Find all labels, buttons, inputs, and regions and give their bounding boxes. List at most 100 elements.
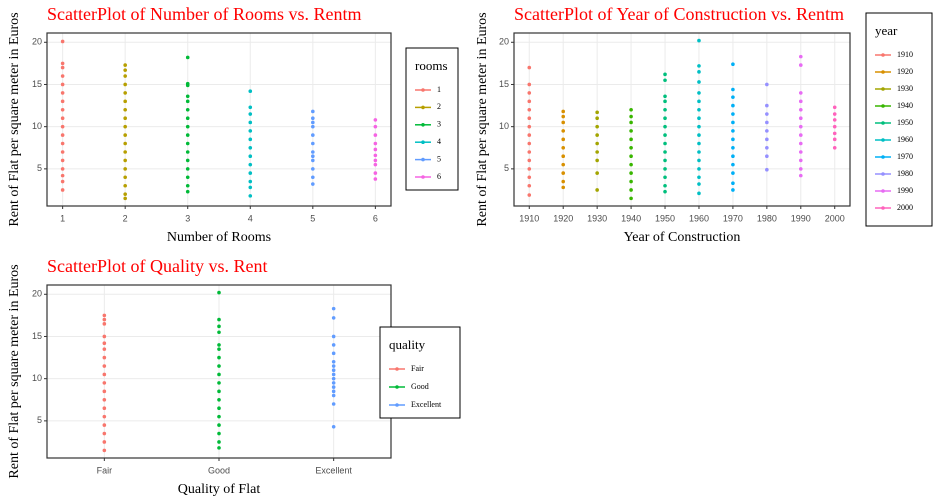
point (832, 124, 837, 129)
point (60, 99, 65, 104)
point (697, 133, 701, 137)
legend-label: 1970 (897, 152, 913, 161)
legend-key-point (421, 140, 425, 144)
series (123, 63, 127, 201)
point (102, 414, 107, 419)
point (123, 124, 127, 129)
point (561, 120, 566, 125)
point (663, 141, 667, 146)
panel-border (46, 32, 392, 207)
y-tick-label: 20 (32, 289, 42, 299)
legend-label: 2000 (897, 203, 913, 212)
point (629, 137, 633, 142)
series (248, 89, 253, 198)
point (102, 355, 107, 360)
point (123, 91, 127, 95)
point (629, 171, 633, 175)
point (697, 107, 701, 112)
point (527, 158, 532, 163)
point (373, 153, 378, 158)
point (798, 173, 803, 178)
chart-title: ScatterPlot of Quality vs. Rent (47, 256, 267, 276)
point (663, 158, 667, 163)
point (527, 107, 532, 112)
y-tick-label: 15 (499, 79, 509, 89)
point (331, 343, 336, 347)
point (248, 137, 253, 142)
point (373, 147, 378, 152)
point (123, 82, 127, 87)
point (765, 137, 769, 142)
point (60, 39, 65, 44)
x-tick-label: 1950 (655, 213, 675, 223)
point (60, 179, 65, 184)
point (331, 359, 336, 364)
point (102, 372, 107, 377)
point (60, 82, 65, 87)
legend-label: 1910 (897, 50, 913, 59)
x-tick-label: 1970 (723, 213, 743, 223)
point (765, 82, 769, 87)
point (373, 133, 378, 137)
point (798, 150, 803, 154)
point (697, 175, 701, 180)
point (60, 133, 65, 137)
point (331, 364, 336, 368)
series (798, 54, 803, 178)
legend-key-point (395, 385, 399, 389)
point (373, 162, 378, 167)
series (561, 109, 566, 190)
series (731, 62, 735, 192)
point (561, 137, 566, 142)
point (311, 150, 315, 154)
legend-label: Fair (411, 364, 424, 373)
point (373, 124, 378, 129)
point (331, 368, 336, 373)
point (185, 94, 190, 99)
point (123, 63, 127, 67)
point (798, 99, 803, 104)
point (102, 448, 107, 453)
point (798, 63, 803, 67)
x-tick-label: 6 (373, 213, 378, 223)
legend-key-point (421, 175, 425, 179)
legend-key-point (881, 189, 885, 193)
legend-label: 1940 (897, 101, 913, 110)
point (248, 194, 253, 198)
x-tick-label: 1980 (757, 213, 777, 223)
point (595, 124, 599, 129)
point (217, 290, 221, 295)
point (102, 397, 107, 402)
point (663, 150, 667, 154)
legend-box (379, 326, 461, 419)
y-tick-label: 5 (37, 163, 42, 173)
point (373, 171, 378, 175)
x-tick-label: 1990 (791, 213, 811, 223)
y-tick-label: 5 (37, 415, 42, 425)
point (832, 131, 837, 136)
point (561, 109, 566, 114)
point (123, 68, 127, 72)
point (185, 116, 190, 121)
point (561, 145, 566, 150)
point (60, 158, 65, 163)
y-tick-label: 15 (32, 331, 42, 341)
legend-label: 1990 (897, 186, 913, 195)
point (248, 154, 253, 159)
point (60, 116, 65, 121)
point (697, 150, 701, 154)
point (798, 107, 803, 112)
point (185, 189, 190, 194)
point (527, 150, 532, 154)
point (561, 171, 566, 175)
point (102, 431, 107, 436)
point (217, 389, 221, 394)
point (185, 99, 190, 104)
point (663, 189, 667, 194)
point (765, 120, 769, 125)
y-tick-label: 5 (504, 163, 509, 173)
legend-label: 1 (437, 85, 441, 94)
point (595, 110, 599, 115)
point (731, 145, 735, 150)
